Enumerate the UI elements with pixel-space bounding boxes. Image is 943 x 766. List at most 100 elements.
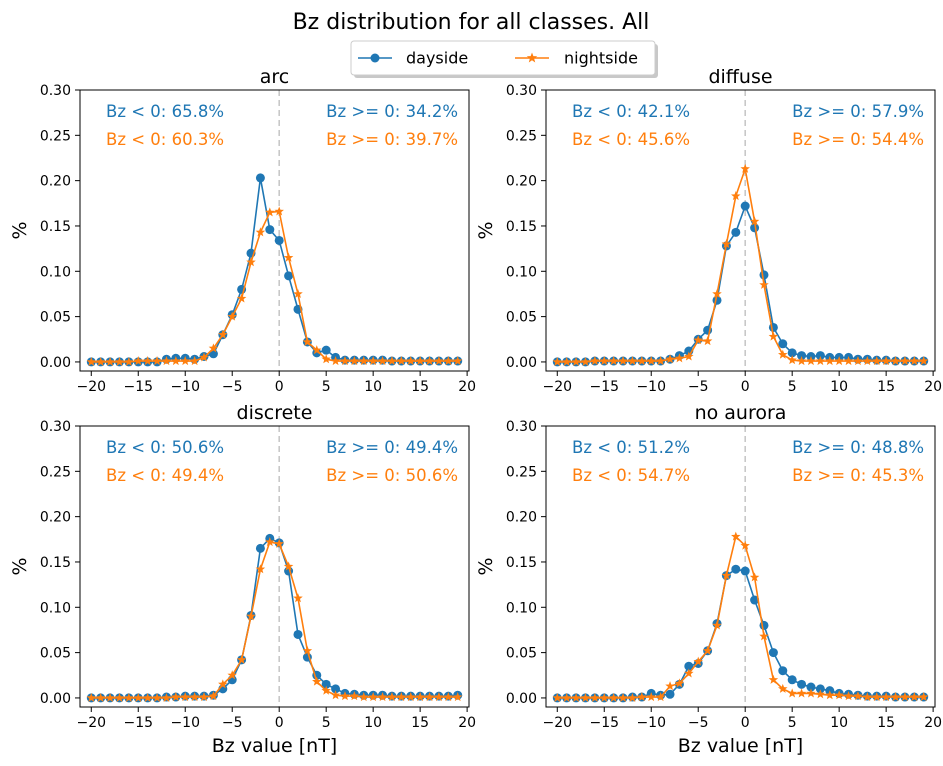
data-point-nightside [853,691,863,701]
series-nightside [552,163,929,366]
y-tick-label: 0.20 [506,510,537,526]
data-point-nightside [86,692,97,702]
data-point-nightside [637,692,647,702]
y-axis-label: % [475,557,497,575]
x-tick-label: 20 [924,379,942,395]
stat-positive-nightside: Bz >= 0: 50.6% [326,466,458,485]
series-nightside [86,206,463,366]
data-point-nightside [608,356,619,366]
data-point-nightside [377,692,388,702]
data-point-nightside [909,356,920,366]
data-point-nightside [552,692,563,702]
x-tick-label: 10 [830,715,848,731]
stat-negative-dayside: Bz < 0: 42.1% [572,102,690,121]
data-point-nightside [133,356,144,366]
data-point-nightside [452,356,463,366]
data-point-nightside [871,356,882,366]
data-point-nightside [787,355,797,365]
data-point-nightside [405,356,416,366]
x-tick-label: 20 [458,715,476,731]
legend: dayside nightside [350,40,658,78]
data-point-dayside [759,620,769,630]
data-point-nightside [208,343,219,353]
y-tick-label: 0.25 [40,128,71,144]
data-point-dayside [321,679,331,689]
data-point-nightside [330,690,341,700]
stat-positive-dayside: Bz >= 0: 49.4% [326,438,458,457]
stat-negative-nightside: Bz < 0: 49.4% [106,466,224,485]
x-tick-label: −20 [543,715,573,731]
stat-positive-nightside: Bz >= 0: 54.4% [792,130,924,149]
x-tick-label: 0 [275,379,284,395]
data-point-nightside [218,329,228,339]
data-point-dayside [331,684,341,694]
data-point-nightside [900,692,910,702]
data-point-nightside [721,570,732,580]
x-tick-label: −5 [688,715,709,731]
data-point-nightside [415,692,425,702]
data-point-nightside [918,356,929,366]
data-point-nightside [646,692,656,702]
data-point-nightside [312,676,322,686]
data-point-nightside [255,227,266,237]
data-point-nightside [608,692,619,702]
y-tick-label: 0.05 [40,310,71,326]
data-point-dayside [787,675,797,685]
data-point-nightside [340,691,350,701]
stat-negative-nightside: Bz < 0: 60.3% [106,130,224,149]
data-point-nightside [246,257,256,267]
data-point-nightside [152,356,162,366]
y-axis-label: % [9,221,31,239]
y-tick-label: 0.05 [506,646,537,662]
data-point-nightside [265,207,275,217]
data-point-nightside [825,690,835,700]
data-point-nightside [702,645,713,655]
series-line-nightside [91,210,458,363]
data-point-nightside [443,356,454,366]
data-point-dayside [731,227,741,237]
series-line-dayside [557,203,924,363]
series-dayside [552,564,929,703]
x-tick-label: 10 [364,715,382,731]
y-tick-label: 0.10 [506,264,537,280]
axes-frame [79,89,470,372]
series-dayside [86,173,463,367]
data-point-nightside [665,354,675,364]
y-tick-label: 0.25 [40,464,71,480]
data-point-dayside [740,566,750,576]
y-tick-label: 0.10 [40,600,71,616]
data-point-dayside [806,682,816,692]
data-point-dayside [750,223,760,233]
data-point-nightside [171,356,181,366]
panel-title: arc [260,66,289,88]
data-point-nightside [105,356,115,366]
data-point-nightside [571,356,581,366]
x-tick-label: 15 [411,379,429,395]
panel-title: discrete [237,402,313,424]
data-point-nightside [368,692,378,702]
data-point-nightside [599,692,610,702]
data-point-nightside [693,335,703,345]
panel-diffuse: diffuse 0.00 0.05 0.10 0.15 0.20 0.25 0.30 −20 −1… [475,66,942,395]
data-point-nightside [815,356,826,366]
data-point-dayside [759,270,769,280]
data-point-nightside [890,692,901,702]
data-point-nightside [443,692,454,702]
data-point-nightside [86,356,97,366]
data-point-dayside [293,629,303,639]
x-axis-label: Bz value [nT] [678,735,803,757]
data-point-nightside [590,356,600,366]
series-line-dayside [91,537,458,699]
stat-positive-dayside: Bz >= 0: 48.8% [792,438,924,457]
data-point-nightside [881,692,891,702]
data-point-nightside [655,356,666,366]
data-point-nightside [161,692,172,702]
y-tick-label: 0.00 [506,691,537,707]
data-point-dayside [815,684,825,694]
data-point-nightside [731,531,741,541]
data-point-nightside [246,611,256,621]
y-tick-label: 0.15 [40,555,71,571]
data-point-nightside [702,336,713,346]
data-point-nightside [396,356,407,366]
data-point-nightside [881,356,891,366]
